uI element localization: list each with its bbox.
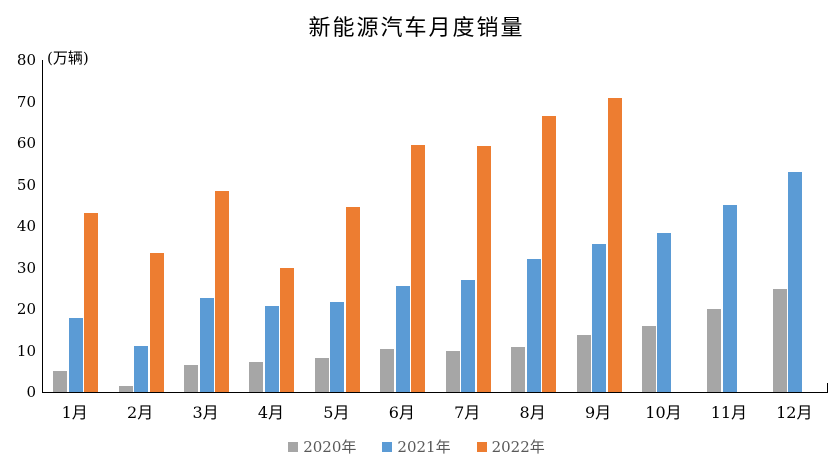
bar-2020年-4月 <box>249 362 264 392</box>
bar-2021年-12月 <box>788 171 803 392</box>
x-tick-label: 3月 <box>192 403 219 422</box>
y-tick-label: 10 <box>16 341 36 360</box>
chart-title: 新能源汽车月度销量 <box>308 16 525 41</box>
bar-2022年-6月 <box>411 144 426 392</box>
x-tick-label: 7月 <box>454 403 481 422</box>
bar-2022年-5月 <box>345 206 360 392</box>
x-tick-label: 12月 <box>776 403 813 422</box>
y-tick-label: 60 <box>16 134 36 152</box>
bar-2021年-9月 <box>592 243 607 392</box>
legend-item-2021年: 2021年 <box>382 436 451 457</box>
bar-2022年-7月 <box>476 145 491 392</box>
y-tick-label: 20 <box>16 300 36 318</box>
x-tick-label: 2月 <box>127 403 154 422</box>
legend-swatch-icon <box>382 441 393 452</box>
y-axis-unit-label: (万辆) <box>47 49 89 67</box>
bar-2021年-8月 <box>526 258 541 392</box>
bar-2021年-6月 <box>395 285 410 392</box>
bar-2020年-5月 <box>314 357 329 392</box>
bar-2020年-3月 <box>184 364 199 392</box>
bar-2020年-8月 <box>511 346 526 392</box>
bar-2021年-2月 <box>134 345 149 392</box>
bar-2022年-1月 <box>84 213 99 392</box>
legend-swatch-icon <box>476 441 487 452</box>
x-tick-label: 1月 <box>61 403 88 422</box>
bar-2020年-11月 <box>707 309 722 392</box>
plot-area <box>42 60 828 393</box>
y-tick-label: 70 <box>16 92 36 111</box>
bar-2020年-2月 <box>118 385 133 392</box>
x-tick-label: 10月 <box>645 403 682 422</box>
bar-2020年-9月 <box>576 334 591 392</box>
bar-2021年-1月 <box>68 317 83 392</box>
x-tick-label: 9月 <box>584 403 612 422</box>
bar-2022年-8月 <box>542 115 557 392</box>
x-tick-label: 11月 <box>710 403 748 422</box>
bar-2022年-9月 <box>607 98 622 392</box>
bar-2021年-7月 <box>461 279 476 392</box>
bar-2020年-6月 <box>380 348 395 392</box>
legend-label: 2020年 <box>303 438 357 456</box>
y-tick-label: 50 <box>16 175 36 194</box>
bar-2022年-2月 <box>149 253 164 392</box>
x-tick-label: 8月 <box>519 403 546 422</box>
legend-swatch-icon <box>288 441 299 452</box>
chart-legend: 2020年 2021年 2022年 <box>0 436 833 457</box>
y-tick-label: 30 <box>16 258 36 277</box>
bar-2020年-10月 <box>641 325 656 392</box>
x-tick-label: 5月 <box>323 403 350 422</box>
bar-2020年-1月 <box>53 371 68 392</box>
legend-item-2022年: 2022年 <box>476 436 545 457</box>
bar-2021年-3月 <box>199 298 214 392</box>
legend-label: 2022年 <box>491 438 545 456</box>
x-tick-label: 4月 <box>257 403 285 422</box>
y-tick-label: 40 <box>16 217 36 235</box>
bar-2021年-5月 <box>330 301 345 392</box>
bar-2022年-4月 <box>280 267 295 392</box>
bar-2021年-4月 <box>264 306 279 392</box>
bar-2021年-10月 <box>657 233 672 392</box>
legend-label: 2021年 <box>397 438 451 456</box>
bar-2020年-7月 <box>445 350 460 392</box>
legend-item-2020年: 2020年 <box>288 436 356 457</box>
bar-2022年-3月 <box>215 191 230 392</box>
bar-2020年-12月 <box>772 289 787 392</box>
x-axis-end-tick <box>826 383 828 392</box>
bar-2021年-11月 <box>722 205 737 392</box>
y-tick-label: 80 <box>16 51 36 69</box>
x-tick-label: 6月 <box>388 403 415 422</box>
y-tick-label: 0 <box>26 383 36 401</box>
